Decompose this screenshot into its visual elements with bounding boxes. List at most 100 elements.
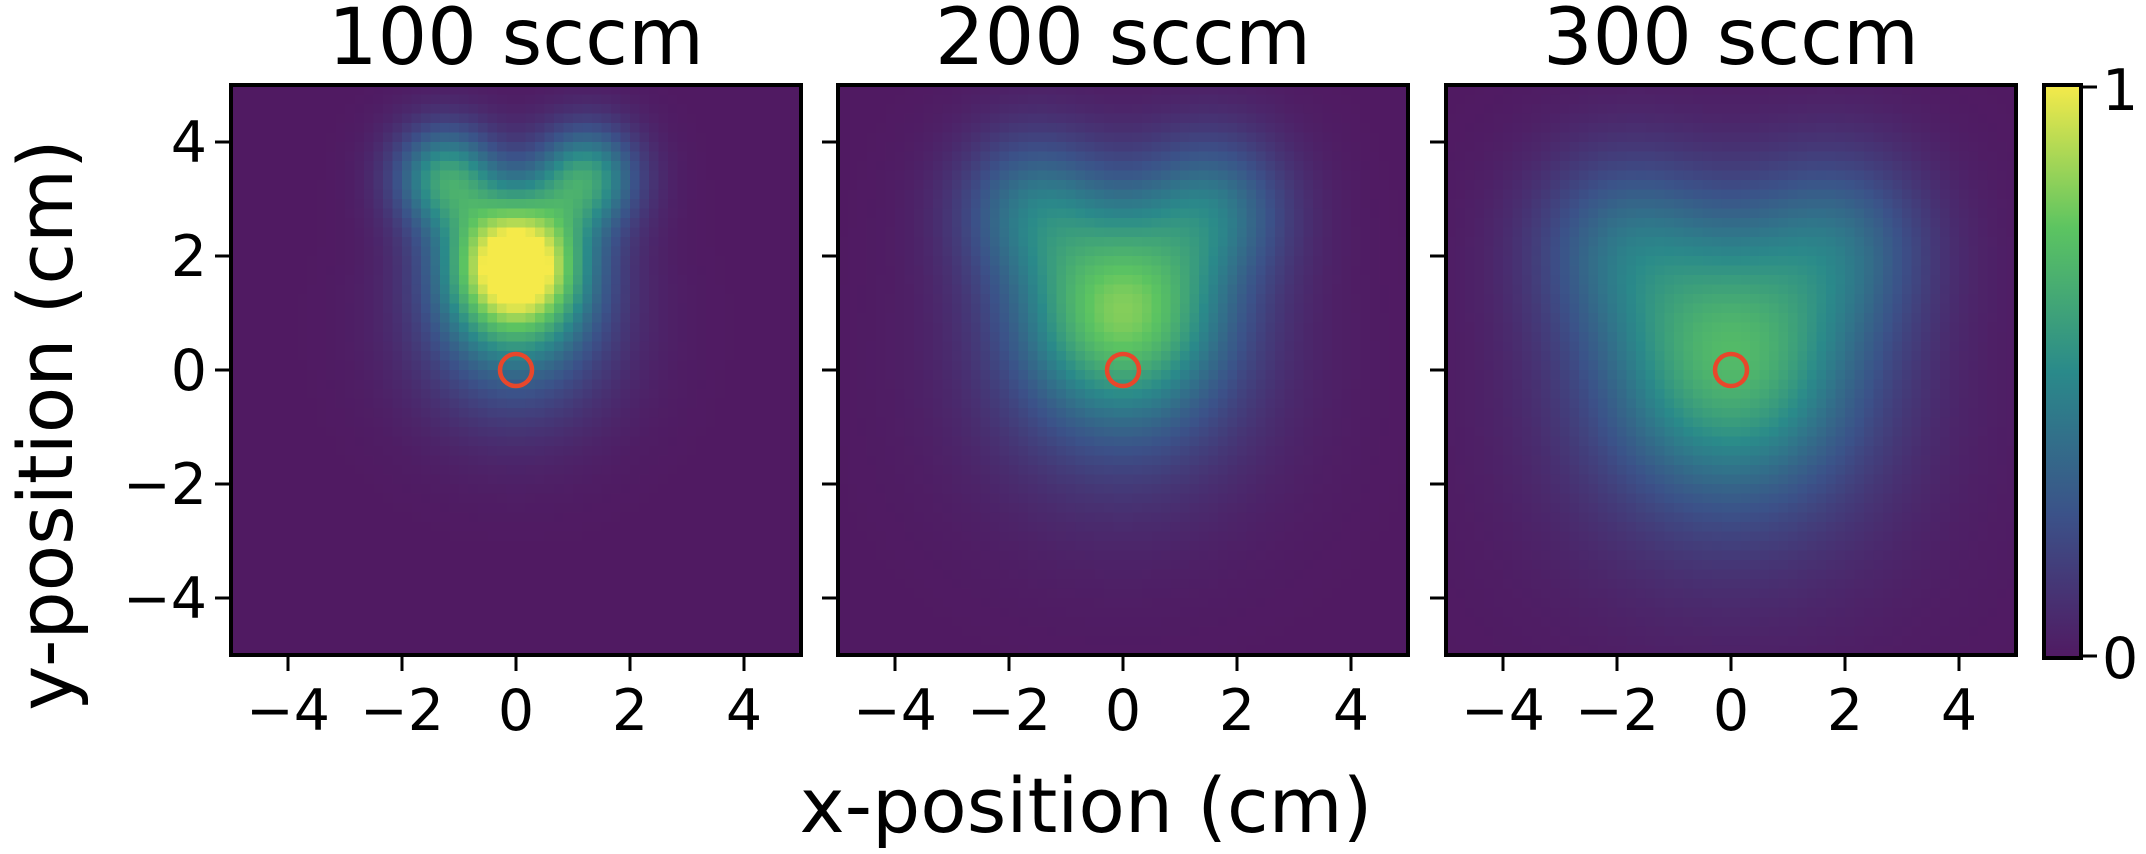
- heatmap-cell: [497, 645, 508, 656]
- heatmap-cell: [335, 474, 346, 485]
- heatmap-cell: [782, 550, 793, 561]
- heatmap-cell: [478, 569, 489, 580]
- heatmap-cell: [857, 408, 868, 419]
- heatmap-cell: [611, 408, 622, 419]
- heatmap-cell: [952, 351, 963, 362]
- heatmap-cell: [999, 588, 1010, 599]
- heatmap-cell: [544, 294, 555, 305]
- heatmap-cell: [933, 313, 944, 324]
- heatmap-cell: [687, 170, 698, 181]
- heatmap-cell: [696, 303, 707, 314]
- heatmap-cell: [999, 123, 1010, 134]
- heatmap-cell: [971, 626, 982, 637]
- heatmap-cell: [620, 436, 631, 447]
- heatmap-cell: [345, 569, 356, 580]
- heatmap-cell: [838, 607, 849, 618]
- heatmap-cell: [923, 636, 934, 647]
- heatmap-cell: [715, 256, 726, 267]
- heatmap-cell: [620, 617, 631, 628]
- heatmap-cell: [449, 427, 460, 438]
- heatmap-cell: [269, 617, 280, 628]
- heatmap-cell: [364, 579, 375, 590]
- heatmap-cell: [516, 170, 527, 181]
- heatmap-cell: [630, 227, 641, 238]
- heatmap-cell: [364, 208, 375, 219]
- heatmap-cell: [592, 227, 603, 238]
- heatmap-cell: [914, 598, 925, 609]
- heatmap-cell: [259, 560, 270, 571]
- heatmap-cell: [942, 256, 953, 267]
- heatmap-cell: [687, 104, 698, 115]
- heatmap-cell: [885, 218, 896, 229]
- heatmap-cell: [307, 474, 318, 485]
- heatmap-cell: [307, 636, 318, 647]
- heatmap-cell: [269, 474, 280, 485]
- heatmap-cell: [866, 531, 877, 542]
- heatmap-cell: [1028, 256, 1039, 267]
- heatmap-cell: [895, 180, 906, 191]
- heatmap-cell: [942, 427, 953, 438]
- heatmap-cell: [487, 237, 498, 248]
- heatmap-cell: [430, 313, 441, 324]
- heatmap-cell: [402, 541, 413, 552]
- heatmap-cell: [288, 142, 299, 153]
- heatmap-cell: [1028, 531, 1039, 542]
- heatmap-cell: [696, 151, 707, 162]
- heatmap-cell: [895, 104, 906, 115]
- heatmap-cell: [459, 104, 470, 115]
- x-tick-label: 2: [612, 678, 648, 744]
- heatmap-cell: [354, 436, 365, 447]
- heatmap-cell: [316, 588, 327, 599]
- heatmap-cell: [440, 398, 451, 409]
- heatmap-cell: [582, 94, 593, 105]
- heatmap-cell: [231, 142, 242, 153]
- heatmap-cell: [430, 294, 441, 305]
- heatmap-cell: [326, 332, 337, 343]
- heatmap-cell: [487, 531, 498, 542]
- heatmap-cell: [554, 531, 565, 542]
- heatmap-cell: [782, 389, 793, 400]
- heatmap-cell: [706, 512, 717, 523]
- heatmap-cell: [449, 227, 460, 238]
- heatmap-cell: [923, 218, 934, 229]
- heatmap-cell: [497, 626, 508, 637]
- heatmap-cell: [990, 436, 1001, 447]
- heatmap-cell: [857, 132, 868, 143]
- heatmap-cell: [440, 417, 451, 428]
- heatmap-cell: [554, 636, 565, 647]
- heatmap-cell: [525, 284, 536, 295]
- heatmap-cell: [763, 189, 774, 200]
- heatmap-cell: [487, 313, 498, 324]
- heatmap-cell: [620, 341, 631, 352]
- heatmap-cell: [687, 465, 698, 476]
- heatmap-cell: [942, 275, 953, 286]
- heatmap-cell: [326, 161, 337, 172]
- heatmap-cell: [582, 636, 593, 647]
- heatmap-cell: [696, 265, 707, 276]
- heatmap-cell: [715, 474, 726, 485]
- heatmap-cell: [373, 455, 384, 466]
- heatmap-cell: [316, 503, 327, 514]
- heatmap-cell: [942, 607, 953, 618]
- heatmap-cell: [942, 265, 953, 276]
- heatmap-cell: [611, 246, 622, 257]
- heatmap-cell: [990, 189, 1001, 200]
- heatmap-cell: [1047, 379, 1058, 390]
- heatmap-cell: [725, 512, 736, 523]
- heatmap-cell: [658, 151, 669, 162]
- heatmap-cell: [687, 199, 698, 210]
- heatmap-cell: [620, 123, 631, 134]
- heatmap-cell: [259, 275, 270, 286]
- heatmap-cell: [753, 142, 764, 153]
- heatmap-cell: [990, 455, 1001, 466]
- heatmap-cell: [373, 161, 384, 172]
- heatmap-cell: [259, 541, 270, 552]
- heatmap-cell: [885, 522, 896, 533]
- heatmap-cell: [573, 446, 584, 457]
- heatmap-cell: [250, 218, 261, 229]
- heatmap-cell: [734, 170, 745, 181]
- heatmap-cell: [516, 531, 527, 542]
- heatmap-cell: [763, 417, 774, 428]
- heatmap-cell: [1028, 446, 1039, 457]
- heatmap-cell: [923, 598, 934, 609]
